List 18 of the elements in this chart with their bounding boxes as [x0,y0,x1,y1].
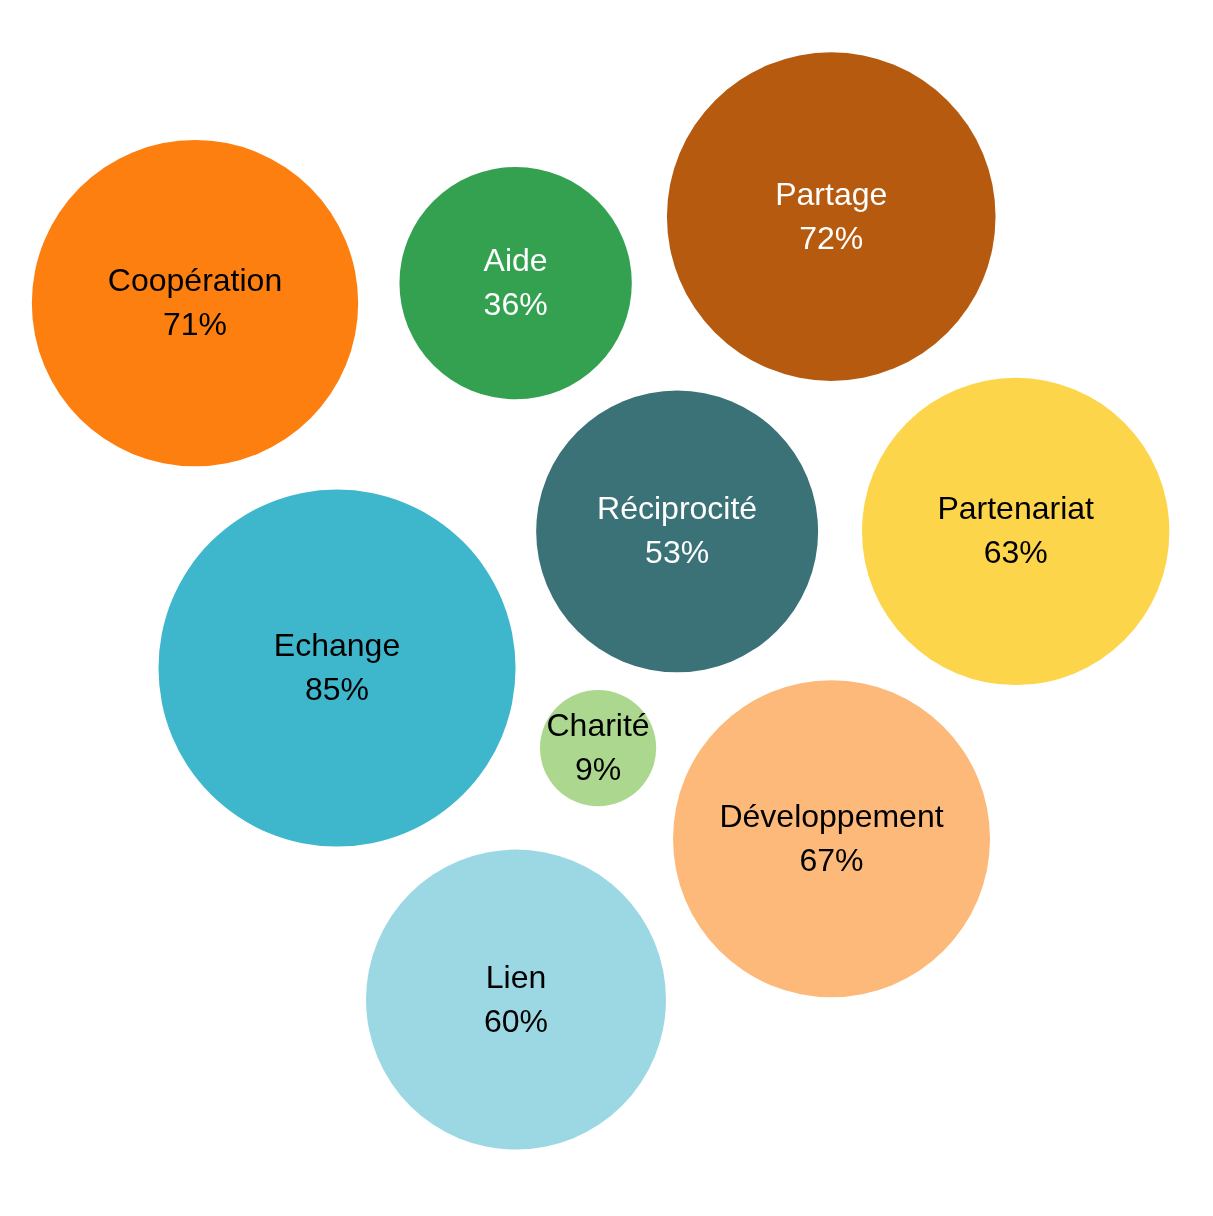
data-label: 71% [162,306,228,343]
category-label: Aide [483,242,548,279]
category-label: Coopération [107,262,283,299]
data-label: 9% [574,751,622,788]
category-label: Charité [546,707,650,744]
category-label: Réciprocité [597,490,758,527]
data-label: 67% [799,841,864,878]
category-label: Echange [273,627,401,664]
category-label: Développement [719,797,944,834]
category-label: Lien [485,958,547,995]
data-label: 63% [983,534,1048,571]
category-label: Partage [775,175,888,212]
category-label: Partenariat [937,490,1095,527]
data-label: 36% [483,286,548,323]
data-label: 60% [483,1002,549,1039]
data-label: 53% [645,534,710,571]
data-label: 72% [799,219,864,256]
data-label: 85% [304,671,370,708]
